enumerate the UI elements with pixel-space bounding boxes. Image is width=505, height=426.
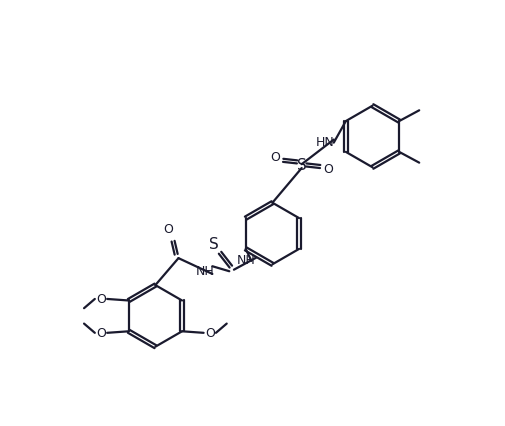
Text: O: O [163,223,172,236]
Text: HN: HN [315,135,334,148]
Text: O: O [323,162,333,175]
Text: O: O [96,327,106,340]
Text: O: O [205,327,214,340]
Text: S: S [296,157,306,172]
Text: S: S [209,236,218,251]
Text: NH: NH [236,253,255,266]
Text: O: O [96,293,106,306]
Text: NH: NH [195,264,214,277]
Text: O: O [269,151,279,164]
